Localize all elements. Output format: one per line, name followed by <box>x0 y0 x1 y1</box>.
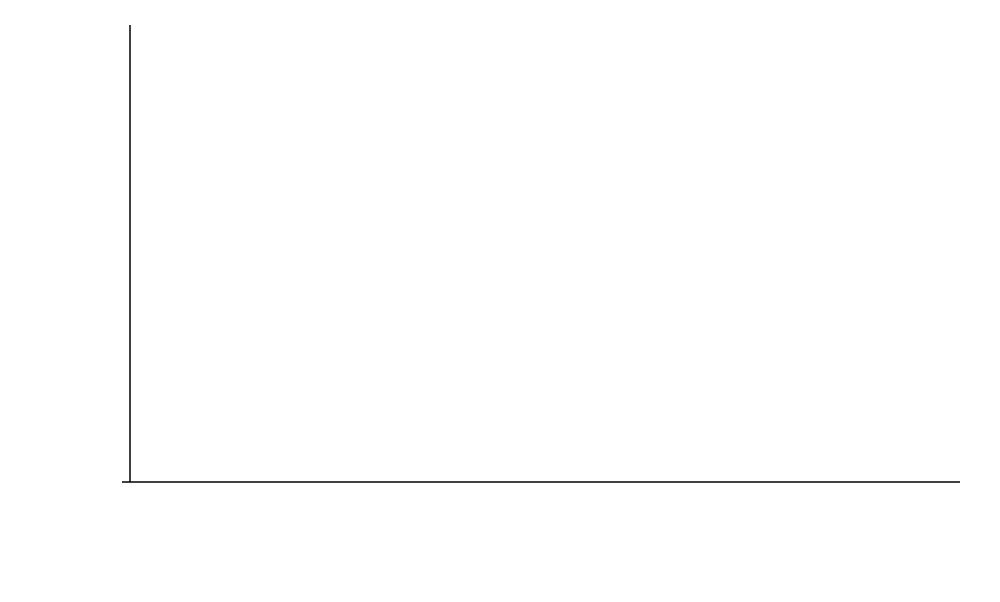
chart-container <box>0 0 1000 602</box>
viscosity-vs-concentration-chart <box>0 0 1000 602</box>
